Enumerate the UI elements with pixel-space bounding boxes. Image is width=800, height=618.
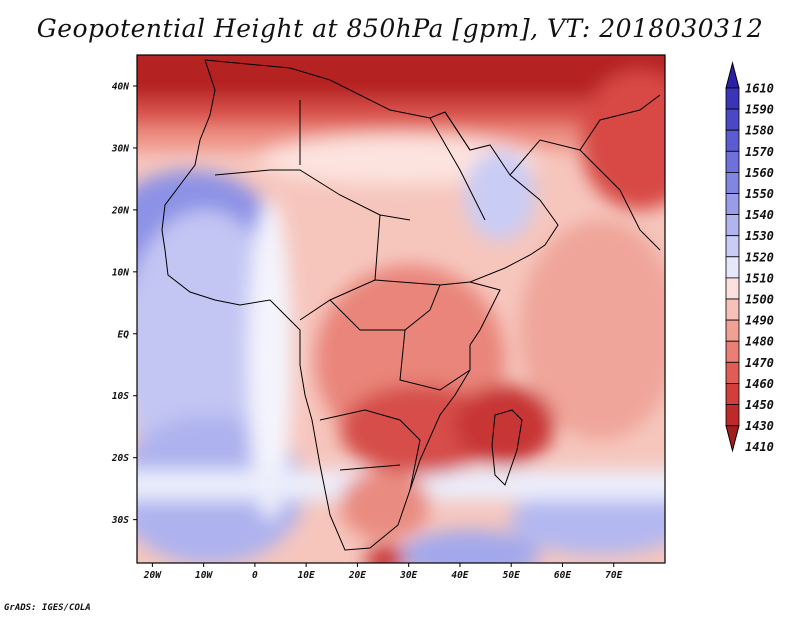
colorbar-swatch	[725, 108, 740, 131]
lat-tick-label: 20S	[111, 453, 129, 464]
colorbar-swatch	[725, 298, 740, 321]
colorbar-label: 1500	[745, 293, 774, 307]
lat-tick-label: 30N	[111, 143, 129, 154]
latitude-axis: 40N 30N 20N 10N EQ 10S 20S 30S	[111, 81, 137, 526]
longitude-axis: 20W 10W 0 10E 20E 30E 40E 50E 60E 70E	[143, 563, 623, 581]
colorbar-label: 1560	[745, 166, 774, 180]
lat-tick-label: 20N	[111, 205, 129, 216]
map-frame	[136, 54, 666, 564]
lat-tick-label: 10N	[112, 267, 129, 278]
colorbar-label: 1520	[745, 250, 774, 264]
colorbar-swatch	[725, 171, 740, 194]
colorbar-swatch	[725, 256, 740, 279]
colorbar-label: 1450	[745, 398, 774, 412]
lon-tick-label: 0	[252, 570, 258, 581]
colorbar-label: 1540	[745, 208, 774, 222]
colorbar-label: 1480	[745, 335, 774, 349]
coastlines	[161, 59, 661, 551]
lat-tick-label: 40N	[112, 81, 129, 92]
lon-tick-label: 50E	[503, 570, 520, 581]
colorbar-label: 1590	[745, 103, 774, 117]
lon-tick-label: 10E	[298, 570, 315, 581]
lat-tick-label: 30S	[111, 515, 129, 526]
colorbar-label: 1570	[745, 145, 774, 159]
lat-tick-label: EQ	[118, 329, 130, 340]
lat-tick-label: 10S	[112, 391, 129, 402]
colorbar-swatch	[725, 404, 740, 427]
lon-tick-label: 30E	[399, 570, 417, 581]
colorbar-swatch	[725, 214, 740, 237]
colorbar-top-arrow	[725, 61, 740, 89]
colorbar-label: 1410	[745, 440, 774, 454]
lon-tick-label: 40E	[451, 570, 468, 581]
colorbar-swatch	[725, 129, 740, 152]
lon-tick-label: 70E	[605, 570, 622, 581]
colorbar-swatch	[725, 87, 740, 110]
grads-credit: GrADS: IGES/COLA	[4, 603, 91, 613]
colorbar-label: 1430	[745, 419, 774, 433]
colorbar-label: 1610	[745, 82, 774, 96]
colorbar-label: 1490	[745, 314, 774, 328]
lon-tick-label: 60E	[554, 570, 571, 581]
colorbar-label: 1460	[745, 377, 774, 391]
colorbar-swatch	[725, 150, 740, 173]
colorbar-swatch	[725, 277, 740, 300]
colorbar-swatch	[725, 382, 740, 405]
colorbar-swatch	[725, 193, 740, 216]
map-title: Geopotential Height at 850hPa [gpm], VT:…	[36, 14, 764, 43]
colorbar-swatch	[725, 361, 740, 384]
colorbar-label: 1580	[745, 124, 774, 138]
lon-tick-label: 20E	[348, 570, 366, 581]
colorbar-label: 1550	[745, 187, 774, 201]
colorbar-swatch	[725, 319, 740, 342]
lon-tick-label: 10W	[195, 570, 213, 581]
lon-tick-label: 20W	[143, 570, 162, 581]
colorbar-label: 1530	[745, 229, 774, 243]
colorbar-label: 1470	[745, 356, 774, 370]
colorbar-label: 1510	[745, 271, 774, 285]
height-field	[137, 55, 665, 563]
colorbar-bottom-arrow	[725, 425, 740, 453]
colorbar: 1610 1590 1580 1570 1560 1550 1540 1530 1520 1510…	[725, 61, 774, 454]
colorbar-swatch	[725, 340, 740, 363]
colorbar-swatch	[725, 235, 740, 258]
